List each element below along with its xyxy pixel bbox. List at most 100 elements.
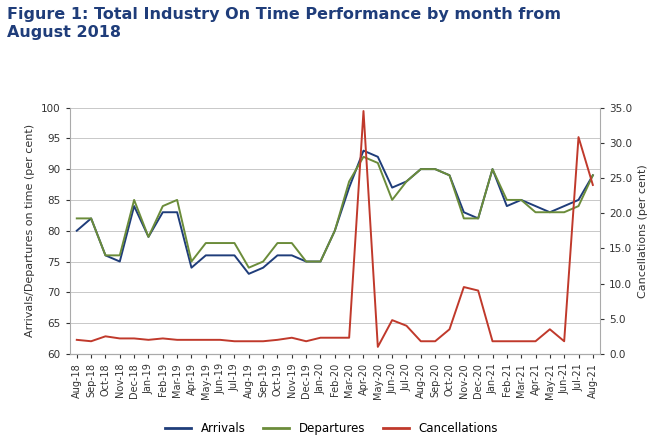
Arrivals: [474, 215, 482, 221]
Departures: [460, 215, 468, 221]
Departures: [73, 215, 81, 221]
Arrivals: [388, 185, 396, 190]
Arrivals: [345, 185, 353, 190]
Arrivals: [302, 259, 310, 264]
Cancellations: [532, 339, 540, 344]
Line: Cancellations: Cancellations: [77, 111, 593, 347]
Departures: [359, 154, 367, 159]
Arrivals: [417, 166, 425, 172]
Departures: [159, 203, 167, 209]
Departures: [589, 172, 597, 178]
Cancellations: [575, 134, 583, 140]
Cancellations: [159, 336, 167, 341]
Departures: [532, 210, 540, 215]
Departures: [575, 203, 583, 209]
Departures: [331, 228, 339, 233]
Departures: [517, 197, 525, 202]
Cancellations: [560, 339, 568, 344]
Departures: [101, 253, 109, 258]
Cancellations: [274, 337, 282, 343]
Departures: [316, 259, 324, 264]
Departures: [202, 240, 210, 246]
Arrivals: [216, 253, 224, 258]
Line: Arrivals: Arrivals: [77, 151, 593, 274]
Departures: [345, 179, 353, 184]
Arrivals: [116, 259, 124, 264]
Arrivals: [489, 166, 497, 172]
Text: Figure 1: Total Industry On Time Performance by month from: Figure 1: Total Industry On Time Perform…: [7, 7, 561, 22]
Arrivals: [245, 271, 253, 276]
Departures: [116, 253, 124, 258]
Cancellations: [503, 339, 511, 344]
Cancellations: [101, 334, 109, 339]
Arrivals: [589, 172, 597, 178]
Arrivals: [575, 197, 583, 202]
Arrivals: [402, 179, 410, 184]
Arrivals: [145, 234, 152, 240]
Arrivals: [374, 154, 382, 159]
Departures: [245, 265, 253, 270]
Cancellations: [216, 337, 224, 343]
Departures: [302, 259, 310, 264]
Cancellations: [374, 344, 382, 349]
Departures: [130, 197, 138, 202]
Arrivals: [130, 203, 138, 209]
Arrivals: [503, 203, 511, 209]
Arrivals: [446, 172, 453, 178]
Cancellations: [388, 318, 396, 323]
Arrivals: [316, 259, 324, 264]
Cancellations: [202, 337, 210, 343]
Departures: [446, 172, 453, 178]
Departures: [259, 259, 267, 264]
Arrivals: [87, 215, 95, 221]
Y-axis label: Cancellations (per cent): Cancellations (per cent): [638, 164, 648, 297]
Arrivals: [431, 166, 439, 172]
Departures: [489, 166, 497, 172]
Arrivals: [73, 228, 81, 233]
Departures: [417, 166, 425, 172]
Arrivals: [288, 253, 296, 258]
Arrivals: [101, 253, 109, 258]
Cancellations: [87, 339, 95, 344]
Arrivals: [259, 265, 267, 270]
Cancellations: [359, 108, 367, 114]
Cancellations: [431, 339, 439, 344]
Cancellations: [345, 335, 353, 340]
Cancellations: [145, 337, 152, 343]
Departures: [431, 166, 439, 172]
Cancellations: [188, 337, 196, 343]
Y-axis label: Arrivals/Departures on time (per cent): Arrivals/Departures on time (per cent): [25, 124, 35, 337]
Cancellations: [446, 327, 453, 332]
Departures: [231, 240, 239, 246]
Arrivals: [532, 203, 540, 209]
Departures: [188, 259, 196, 264]
Departures: [546, 210, 554, 215]
Cancellations: [517, 339, 525, 344]
Cancellations: [331, 335, 339, 340]
Departures: [402, 179, 410, 184]
Line: Departures: Departures: [77, 157, 593, 267]
Cancellations: [546, 327, 554, 332]
Departures: [173, 197, 181, 202]
Departures: [87, 215, 95, 221]
Departures: [374, 160, 382, 166]
Cancellations: [173, 337, 181, 343]
Arrivals: [274, 253, 282, 258]
Text: August 2018: August 2018: [7, 25, 121, 39]
Departures: [560, 210, 568, 215]
Cancellations: [417, 339, 425, 344]
Cancellations: [288, 335, 296, 340]
Cancellations: [402, 323, 410, 328]
Legend: Arrivals, Departures, Cancellations: Arrivals, Departures, Cancellations: [160, 418, 503, 440]
Arrivals: [517, 197, 525, 202]
Arrivals: [231, 253, 239, 258]
Departures: [145, 234, 152, 240]
Departures: [216, 240, 224, 246]
Arrivals: [188, 265, 196, 270]
Cancellations: [245, 339, 253, 344]
Cancellations: [259, 339, 267, 344]
Arrivals: [331, 228, 339, 233]
Arrivals: [546, 210, 554, 215]
Arrivals: [173, 210, 181, 215]
Departures: [388, 197, 396, 202]
